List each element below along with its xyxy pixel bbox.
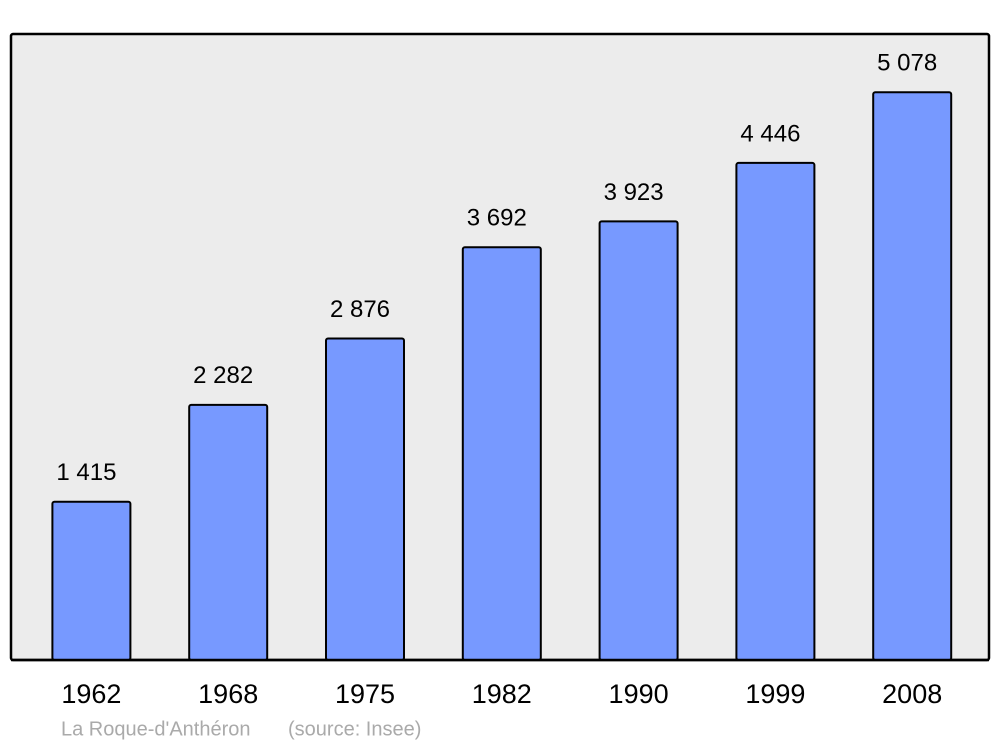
x-tick-label: 1982 <box>472 679 532 709</box>
bar <box>188 403 269 661</box>
bar <box>51 500 132 662</box>
x-tick-label: 2008 <box>882 679 942 709</box>
value-label: 1 415 <box>56 459 116 486</box>
value-label: 5 078 <box>877 50 937 77</box>
x-tick-label: 1999 <box>745 679 805 709</box>
bar <box>735 161 816 661</box>
value-label: 2 876 <box>330 296 390 323</box>
x-tick-label: 1968 <box>198 679 258 709</box>
x-tick-label: 1962 <box>61 679 121 709</box>
chart-caption: La Roque-d'Anthéron <box>61 718 251 740</box>
x-tick-label: 1990 <box>609 679 669 709</box>
value-label: 3 692 <box>467 205 527 232</box>
bar <box>461 246 542 661</box>
bar <box>872 91 953 661</box>
bar <box>325 337 405 661</box>
chart-source: (source: Insee) <box>288 718 421 740</box>
value-label: 2 282 <box>193 362 253 389</box>
x-tick-label: 1975 <box>335 679 395 709</box>
bar <box>598 220 679 661</box>
value-label: 4 446 <box>740 120 800 147</box>
value-label: 3 923 <box>604 179 664 206</box>
